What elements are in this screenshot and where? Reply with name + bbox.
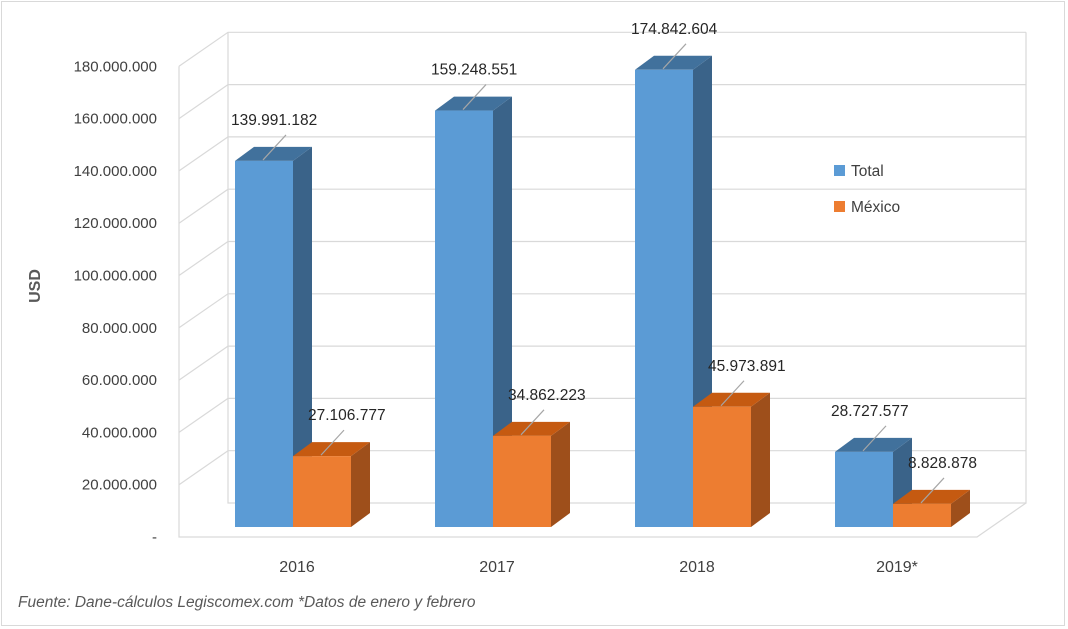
data-label: 28.727.577 <box>831 403 909 420</box>
data-label: 34.862.223 <box>508 387 586 404</box>
back-wall <box>228 32 1026 503</box>
x-tick-label: 2018 <box>679 559 715 576</box>
y-tick-label: 160.000.000 <box>74 111 157 128</box>
y-tick-label: 40.000.000 <box>82 424 157 441</box>
y-tick-label: - <box>152 529 157 546</box>
legend-swatch <box>834 201 845 212</box>
x-tick-label: 2019* <box>876 559 918 576</box>
bar-chart: - 20.000.000 40.000.000 60.000.000 80.000.00… <box>0 0 1068 629</box>
y-tick-label: 140.000.000 <box>74 163 157 180</box>
bar-m-xico-2016 <box>293 456 351 527</box>
y-tick-label: 80.000.000 <box>82 320 157 337</box>
data-label: 139.991.182 <box>231 112 317 129</box>
bar-side <box>351 442 370 527</box>
y-tick-label: 20.000.000 <box>82 477 157 494</box>
gridline <box>179 32 1026 66</box>
data-label: 174.842.604 <box>631 21 718 38</box>
bar-m-xico-2017 <box>493 436 551 527</box>
bar-m-xico-2018 <box>693 407 751 527</box>
source-note: Fuente: Dane-cálculos Legiscomex.com *Da… <box>18 594 476 612</box>
y-tick-label: 60.000.000 <box>82 372 157 389</box>
bars <box>235 56 970 527</box>
bar-side <box>551 422 570 527</box>
data-label: 27.106.777 <box>308 407 386 424</box>
x-tick-label: 2017 <box>479 559 515 576</box>
bar-total-2017 <box>435 111 493 527</box>
data-label: 8.828.878 <box>908 455 977 472</box>
y-tick-label: 100.000.000 <box>74 268 157 285</box>
data-label: 159.248.551 <box>431 62 517 79</box>
bar-total-2016 <box>235 161 293 527</box>
legend-label: Total <box>851 163 884 180</box>
y-tick-label: 180.000.000 <box>74 58 157 75</box>
y-axis-ticks: - 20.000.000 40.000.000 60.000.000 80.000.00… <box>74 58 157 546</box>
y-axis-label: USD <box>27 269 44 303</box>
bar-side <box>751 393 770 527</box>
bar-m-xico-2019 <box>893 504 951 527</box>
legend-swatch <box>834 165 845 176</box>
bar-total-2018 <box>635 70 693 527</box>
x-tick-label: 2016 <box>279 559 315 576</box>
bar-total-2019 <box>835 452 893 527</box>
data-label: 45.973.891 <box>708 358 786 375</box>
y-tick-label: 120.000.000 <box>74 215 157 232</box>
x-axis-ticks: 2016 2017 2018 2019* <box>279 559 918 576</box>
data-labels: 139.991.182 27.106.777 159.248.551 34.862.2… <box>231 21 977 503</box>
legend-label: México <box>851 199 900 216</box>
